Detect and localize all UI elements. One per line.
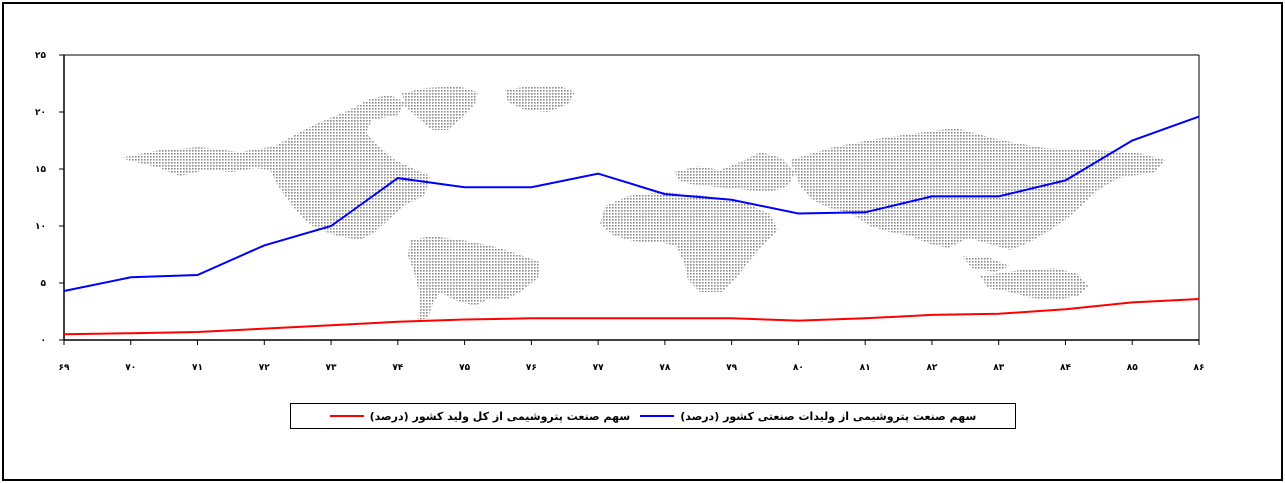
world-map-background — [120, 86, 1165, 320]
legend-swatch-blue — [640, 415, 675, 417]
x-axis-tick-labels: ۶۹ ۷۰ ۷۱ ۷۲ ۷۳ ۷۴ ۷۵ ۷۶ ۷۷ ۷۸ ۷۹ ۸۰ ۸۱ ۸۲ ۸۳ ۸۴ ۸۵ ۸۶ — [59, 363, 1205, 373]
series-lines — [63, 115, 1200, 336]
x-tick-label: ۷۶ — [526, 363, 537, 373]
x-tick-label: ۸۶ — [1194, 363, 1205, 373]
y-axis-tick-labels: ۰ ۵ ۱۰ ۱۵ ۲۰ ۲۵ — [35, 51, 47, 346]
x-tick-label: ۷۴ — [392, 363, 403, 373]
legend-item-red: سهم صنعت پتروشیمی از کل وليد کشور (درصد) — [329, 409, 631, 423]
x-tick-label: ۶۹ — [59, 363, 70, 373]
chart-axes — [59, 54, 1200, 345]
x-tick-label: ۷۲ — [259, 363, 270, 373]
x-tick-label: ۸۱ — [860, 363, 871, 373]
x-tick-label: ۷۵ — [459, 363, 470, 373]
x-tick-label: ۷۷ — [593, 363, 604, 373]
chart-legend: سهم صنعت پتروشیمی از وليدات صنعتی کشور (… — [290, 403, 1016, 429]
legend-label-blue: سهم صنعت پتروشیمی از وليدات صنعتی کشور (… — [680, 409, 977, 423]
x-tick-label: ۸۵ — [1127, 363, 1138, 373]
legend-label-red: سهم صنعت پتروشیمی از کل وليد کشور (درصد) — [369, 409, 631, 423]
x-tick-label: ۷۹ — [726, 363, 737, 373]
legend-item-blue: سهم صنعت پتروشیمی از وليدات صنعتی کشور (… — [640, 410, 976, 423]
y-tick-label: ۵ — [41, 279, 47, 289]
x-tick-label: ۸۴ — [1060, 363, 1071, 373]
x-tick-label: ۸۲ — [926, 363, 937, 373]
x-tick-label: ۸۰ — [793, 363, 804, 373]
x-tick-label: ۷۰ — [125, 363, 136, 373]
y-tick-label: ۱۰ — [35, 222, 46, 232]
x-tick-label: ۷۱ — [192, 363, 203, 373]
y-tick-label: ۱۵ — [35, 165, 46, 175]
legend-swatch-red — [329, 415, 364, 417]
y-tick-label: ۲۵ — [35, 51, 46, 61]
y-tick-label: ۰ — [41, 336, 47, 346]
y-tick-label: ۲۰ — [35, 108, 46, 118]
series-line-red — [63, 298, 1200, 336]
series-line-blue — [63, 115, 1200, 292]
x-tick-label: ۷۸ — [659, 363, 670, 373]
x-tick-label: ۸۳ — [993, 363, 1004, 373]
x-tick-label: ۷۳ — [326, 363, 337, 373]
